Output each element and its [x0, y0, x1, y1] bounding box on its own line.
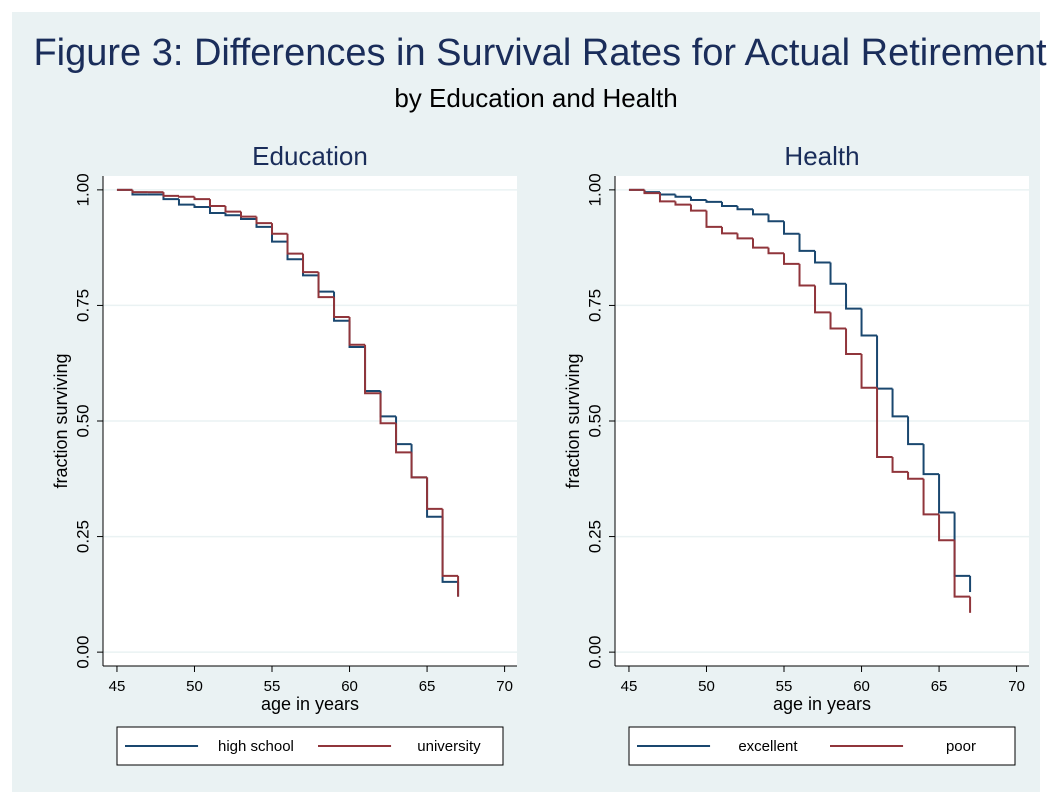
- y-tick-label: 0.00: [585, 636, 604, 669]
- survival-step: [410, 452, 428, 479]
- survival-step: [177, 199, 195, 206]
- x-tick-label: 50: [186, 678, 203, 695]
- y-axis-title: fraction surviving: [51, 353, 71, 488]
- survival-step: [829, 312, 847, 330]
- survival-step: [286, 233, 304, 255]
- legend-box: [628, 726, 1016, 766]
- survival-step: [767, 214, 785, 223]
- y-tick-label: 0.50: [585, 404, 604, 437]
- panel-title: Education: [252, 141, 368, 171]
- survival-step: [814, 285, 831, 314]
- y-tick-label: 0.25: [585, 520, 604, 553]
- survival-step: [845, 283, 862, 310]
- survival-step: [720, 201, 738, 208]
- x-tick-label: 70: [496, 678, 513, 695]
- survival-step: [193, 196, 210, 201]
- x-tick-label: 45: [621, 678, 638, 695]
- survival-step: [798, 263, 816, 287]
- survival-step: [379, 393, 397, 425]
- survival-step: [814, 250, 831, 264]
- survival-step: [302, 253, 319, 274]
- x-tick-label: 55: [264, 678, 281, 695]
- y-tick-label: 0.75: [73, 289, 92, 322]
- survival-step: [953, 540, 971, 598]
- survival-step: [193, 204, 210, 208]
- x-tick-label: 45: [109, 678, 126, 695]
- survival-step: [907, 416, 924, 446]
- survival-step: [907, 471, 924, 480]
- survival-step: [643, 189, 660, 195]
- survival-step: [208, 199, 226, 208]
- x-tick-label: 65: [419, 678, 436, 695]
- survival-step: [891, 457, 909, 473]
- survival-step: [829, 262, 847, 285]
- x-tick-label: 60: [853, 678, 870, 695]
- x-tick-label: 65: [931, 678, 948, 695]
- survival-step: [689, 196, 707, 202]
- survival-step: [752, 209, 769, 216]
- survival-step: [783, 221, 800, 235]
- figure-title: Figure 3: Differences in Survival Rates …: [33, 32, 1047, 74]
- x-tick-label: 70: [1008, 678, 1025, 695]
- y-tick-label: 0.00: [73, 636, 92, 669]
- legend-label: excellent: [738, 738, 798, 755]
- survival-step: [674, 201, 691, 206]
- x-tick-label: 55: [776, 678, 793, 695]
- survival-step: [131, 189, 148, 194]
- survival-step: [162, 192, 179, 197]
- legend-label: poor: [946, 738, 976, 755]
- legend-label: high school: [218, 738, 294, 755]
- survival-step: [705, 210, 722, 228]
- survival-step: [736, 206, 753, 211]
- y-tick-label: 1.00: [585, 173, 604, 206]
- survival-step: [767, 247, 785, 255]
- survival-step: [426, 477, 443, 510]
- survival-step: [177, 195, 195, 198]
- survival-step: [333, 297, 350, 318]
- survival-step: [255, 216, 273, 225]
- survival-step: [922, 444, 940, 476]
- survival-step: [674, 194, 691, 198]
- y-axis-title: fraction surviving: [563, 353, 583, 488]
- survival-step: [845, 328, 862, 355]
- survival-step: [752, 238, 769, 249]
- survival-step: [922, 478, 940, 516]
- x-axis-title: age in years: [773, 694, 871, 714]
- survival-step: [860, 353, 878, 389]
- figure-subtitle: by Education and Health: [394, 83, 677, 113]
- y-tick-label: 0.50: [73, 404, 92, 437]
- legend-label: university: [417, 738, 481, 755]
- panel-title: Health: [784, 141, 859, 171]
- survival-step: [689, 204, 707, 212]
- survival-step: [271, 223, 288, 235]
- survival-step: [705, 200, 722, 203]
- survival-step: [720, 226, 738, 235]
- survival-step: [938, 474, 955, 514]
- survival-step: [798, 233, 816, 252]
- survival-step: [395, 423, 412, 454]
- x-tick-label: 60: [341, 678, 358, 695]
- survival-step: [938, 514, 955, 542]
- survival-step: [736, 233, 753, 240]
- survival-step: [224, 212, 241, 217]
- survival-step: [860, 308, 878, 337]
- survival-step: [364, 344, 381, 395]
- y-tick-label: 1.00: [73, 173, 92, 206]
- y-tick-label: 0.75: [585, 289, 604, 322]
- survival-step: [441, 508, 459, 577]
- x-tick-label: 50: [698, 678, 715, 695]
- survival-step: [208, 206, 226, 214]
- x-axis-title: age in years: [261, 694, 359, 714]
- survival-step: [317, 272, 335, 299]
- survival-step: [348, 316, 366, 346]
- survival-step: [876, 387, 893, 459]
- survival-step: [891, 388, 909, 418]
- survival-step: [224, 206, 241, 213]
- survival-step: [240, 211, 257, 218]
- survival-step: [783, 253, 800, 265]
- survival-step: [658, 193, 676, 203]
- y-tick-label: 0.25: [73, 520, 92, 553]
